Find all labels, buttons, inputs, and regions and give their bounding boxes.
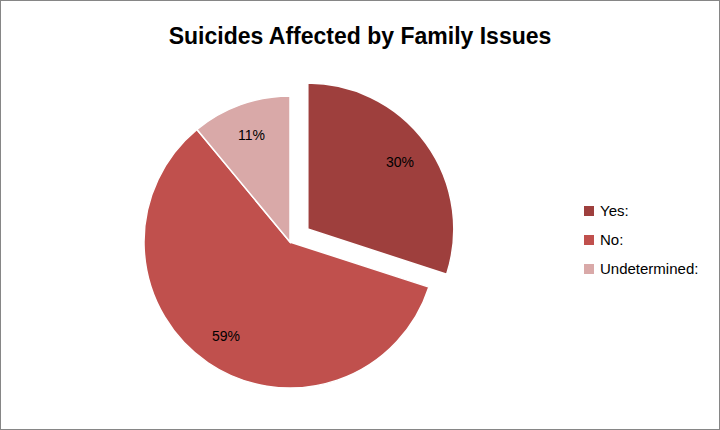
data-label: 59% [212,328,240,344]
chart-title: Suicides Affected by Family Issues [169,23,552,49]
pie-slice [197,96,290,242]
legend: Yes: No: Undetermined: [584,202,698,277]
legend-swatch [584,235,594,245]
legend-label: No: [600,231,623,248]
pie-slice [308,83,454,274]
data-label: 11% [238,127,265,143]
pie: 30% 59% 11% [144,83,454,388]
legend-swatch [584,264,594,274]
legend-label: Undetermined: [600,260,698,277]
chart-border [1,1,720,430]
legend-swatch [584,206,594,216]
chart: Suicides Affected by Family Issues 30% 59%… [0,0,720,430]
legend-label: Yes: [600,202,629,219]
data-label: 30% [386,154,414,170]
